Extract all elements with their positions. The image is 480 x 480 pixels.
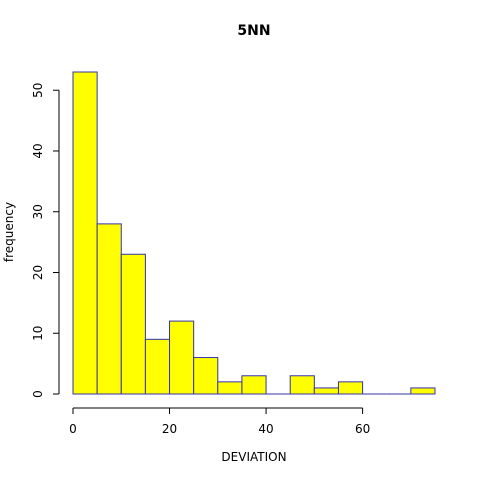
histogram-bar-0 [72,71,98,395]
histogram-bar-14 [410,387,436,395]
bars-group [72,71,436,395]
y-tick-label-10: 10 [31,326,45,341]
histogram-bar-5 [193,357,219,395]
x-tick-label-60: 60 [355,422,370,436]
histogram-bar-10 [313,387,339,395]
x-tick-label-40: 40 [258,422,273,436]
x-tick-label-20: 20 [162,422,177,436]
x-axis: 0 20 40 60 [69,407,370,436]
chart-title: 5NN [237,23,270,39]
histogram-bar-1 [96,223,122,395]
y-axis-label: frequency [2,202,16,262]
x-tick-label-0: 0 [69,422,77,436]
histogram-bar-11 [337,381,364,395]
y-tick-label-50: 50 [31,83,45,98]
y-tick-label-0: 0 [31,390,45,398]
y-tick-label-40: 40 [31,143,45,158]
histogram-bar-3 [144,338,171,395]
histogram-bar-7 [241,375,267,395]
histogram-bar-6 [217,381,243,395]
histogram-bar-2 [120,253,146,395]
x-axis-label: DEVIATION [221,450,286,464]
y-tick-label-20: 20 [31,265,45,280]
histogram-bar-4 [169,320,195,395]
y-axis: 0 10 20 30 40 50 [31,83,60,398]
histogram-bar-9 [289,375,315,395]
y-tick-label-30: 30 [31,204,45,219]
